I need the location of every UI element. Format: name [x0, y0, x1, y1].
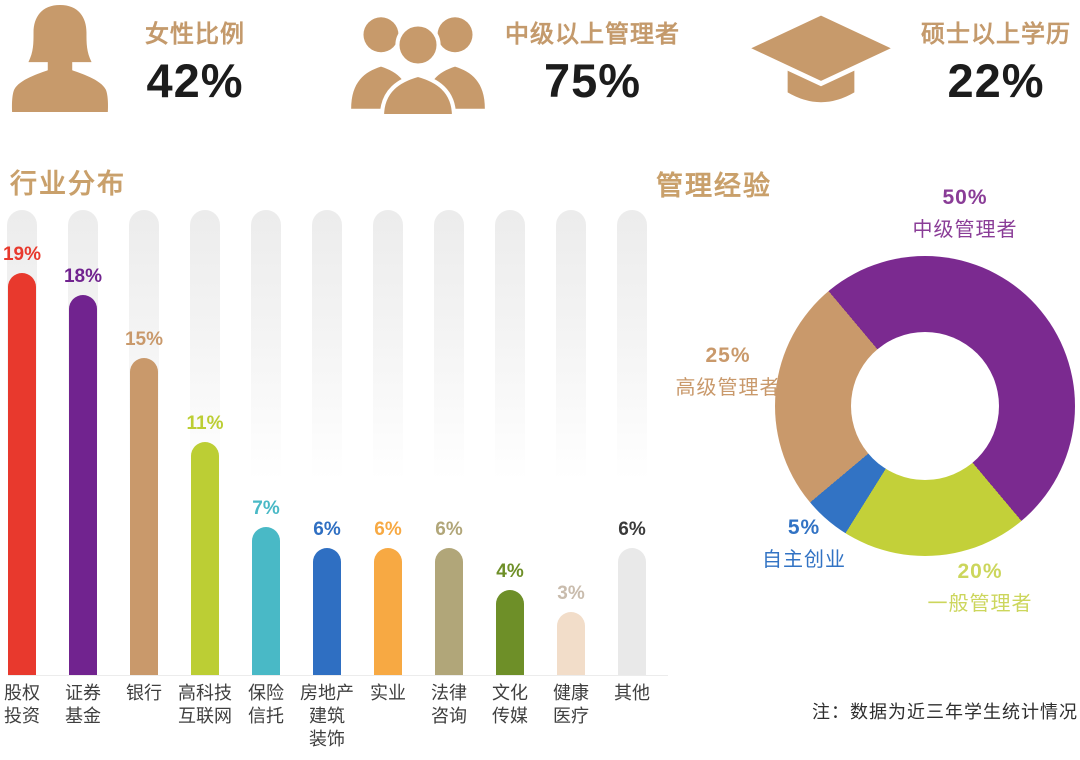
bar-银行 [130, 358, 158, 675]
bar-chart-title: 行业分布 [10, 169, 126, 199]
bar-证券基金 [69, 295, 97, 675]
stat-mid-level-managers: 中级以上管理者 75% [495, 14, 690, 108]
bar-category-label: 股权 投资 [4, 683, 40, 726]
donut-label-中级管理者: 50% 中级管理者 [912, 186, 1018, 241]
woman-icon [11, 5, 109, 112]
stat-masters-degree: 硕士以上学历 22% [912, 14, 1080, 108]
bar-chart-baseline [8, 675, 668, 676]
bar-value-label: 6% [435, 519, 463, 540]
footnote: 注：数据为近三年学生统计情况 [812, 702, 1078, 722]
bar-股权投资 [8, 273, 36, 675]
bar-value-label: 19% [2, 244, 42, 265]
bar-value-label: 18% [63, 266, 103, 287]
bar-房地产建筑装饰 [313, 548, 341, 675]
bar-category-label: 银行 [126, 683, 162, 703]
bar-value-label: 4% [496, 561, 524, 582]
bar-保险信托 [252, 527, 280, 675]
bar-category-label: 证券 基金 [65, 683, 101, 726]
managers-group-icon [351, 17, 485, 116]
donut-hole [851, 332, 999, 480]
bar-category-label: 保险 信托 [248, 683, 284, 726]
bar-value-label: 6% [618, 519, 646, 540]
bar-category-label: 房地产 建筑 装饰 [300, 683, 354, 749]
donut-label-自主创业: 5% 自主创业 [762, 516, 846, 571]
bar-高科技互联网 [191, 442, 219, 675]
stat-value: 75% [543, 54, 642, 107]
bar-category-label: 实业 [370, 683, 406, 703]
bar-value-label: 3% [557, 583, 585, 604]
donut-label-高级管理者: 25% 高级管理者 [675, 344, 781, 399]
stat-women-ratio: 女性比例 42% [136, 14, 254, 108]
bar-value-label: 11% [186, 413, 224, 434]
bar-健康医疗 [557, 612, 585, 675]
graduation-cap-icon [742, 10, 900, 103]
stat-value: 42% [146, 54, 244, 107]
bar-category-label: 健康 医疗 [553, 683, 589, 726]
bar-category-label: 文化 传媒 [492, 683, 528, 726]
bar-value-label: 6% [374, 519, 402, 540]
donut-chart-title: 管理经验 [656, 171, 772, 201]
bar-value-label: 7% [252, 498, 280, 519]
bar-category-label: 高科技 互联网 [178, 683, 232, 726]
bar-其他 [618, 548, 646, 675]
bar-category-label: 法律 咨询 [431, 683, 467, 726]
stat-label: 中级以上管理者 [505, 21, 680, 48]
bar-法律咨询 [435, 548, 463, 675]
stat-label: 女性比例 [145, 21, 245, 48]
donut-label-一般管理者: 20% 一般管理者 [927, 560, 1033, 615]
bar-value-label: 15% [124, 329, 164, 350]
bar-实业 [374, 548, 402, 675]
bar-value-label: 6% [313, 519, 341, 540]
bar-category-label: 其他 [614, 683, 650, 703]
industry-bar-plot: 19% 股权 投资 18% 证券 基金 15% 银行 11% 高科技 互联网 7% 保险 信托 6% 房地产建… [3, 210, 680, 749]
bar-track [556, 210, 586, 675]
stat-label: 硕士以上学历 [921, 21, 1071, 48]
stat-value: 22% [947, 54, 1045, 107]
bar-文化传媒 [496, 590, 524, 675]
